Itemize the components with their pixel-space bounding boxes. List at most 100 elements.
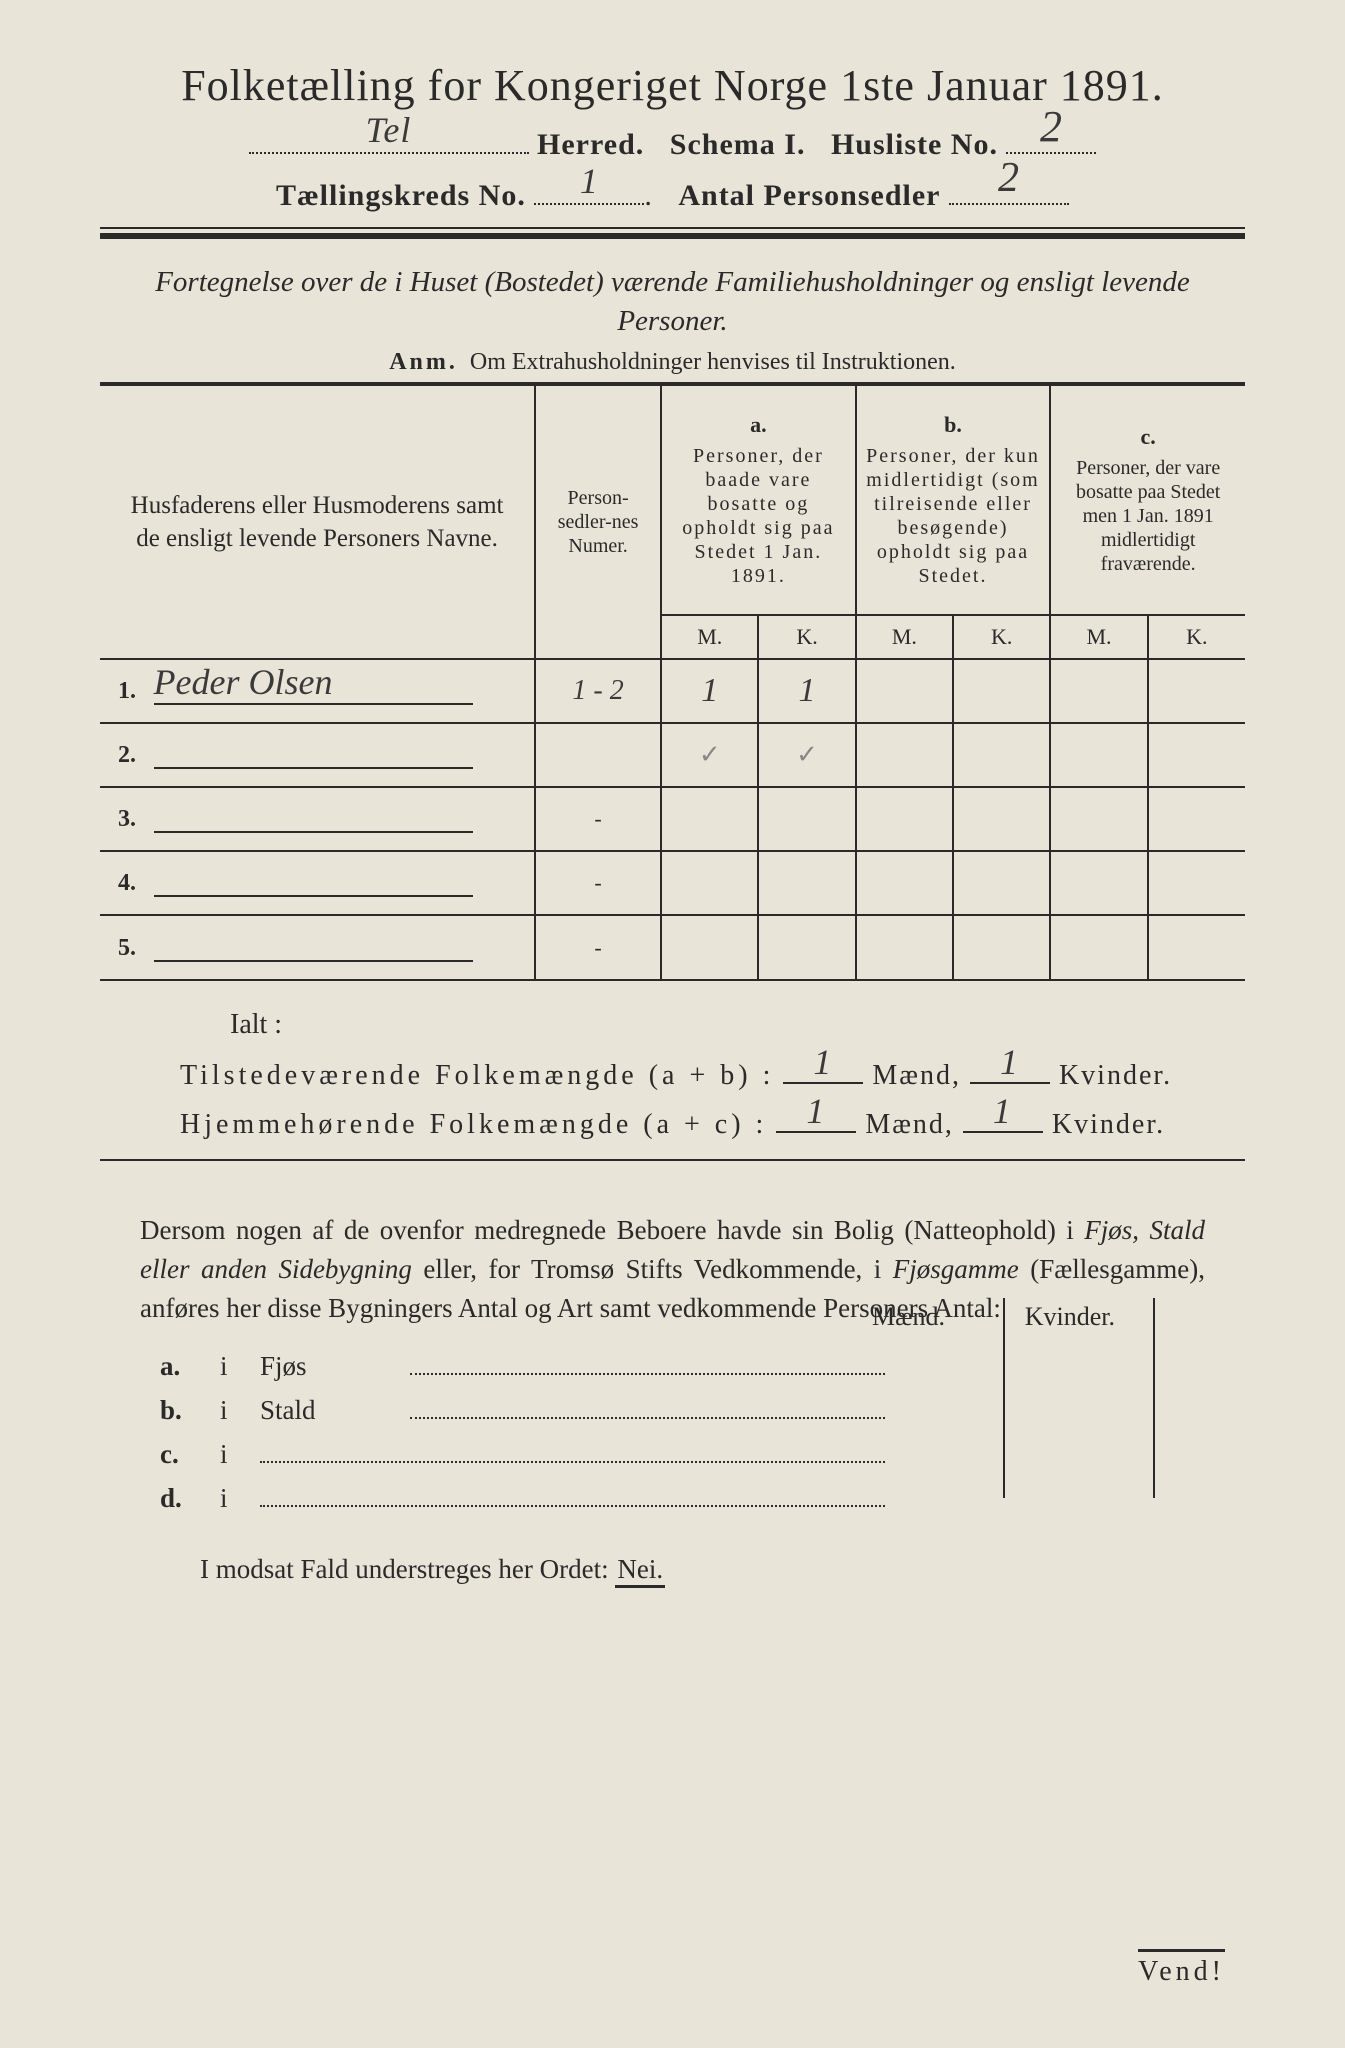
dotted-fill	[260, 1480, 885, 1507]
para-i2: Fjøsgamme	[893, 1254, 1019, 1284]
sum-line-2: Hjemmehørende Folkemængde (a + c) : 1 Mæ…	[180, 1102, 1245, 1141]
cell-am	[661, 851, 758, 915]
nei-line: I modsat Fald understreges her Ordet: Ne…	[200, 1554, 1245, 1588]
cell-ck	[1148, 915, 1245, 979]
cell-bk	[953, 659, 1050, 723]
col-num-text: Person-sedler-nes Numer.	[542, 486, 654, 558]
vline-1	[1003, 1298, 1005, 1498]
herred-value: Tel	[249, 109, 529, 151]
col-c-text: Personer, der vare bosatte paa Stedet me…	[1057, 456, 1239, 576]
sum1-kvinder-v: 1	[970, 1041, 1050, 1083]
cell-ck	[1148, 851, 1245, 915]
sum1-kvinder-l: Kvinder.	[1059, 1060, 1172, 1091]
anm-text: Om Extrahusholdninger henvises til Instr…	[470, 349, 956, 375]
kreds-value: 1	[534, 160, 644, 202]
cell-ck	[1148, 659, 1245, 723]
cell-ak	[758, 787, 855, 851]
name-line	[154, 741, 474, 769]
bldg-kvinder-header: Kvinder.	[1025, 1302, 1115, 1332]
cell-bk	[953, 787, 1050, 851]
name-line	[154, 805, 474, 833]
sum2-kvinder-v: 1	[963, 1090, 1043, 1132]
bldg-i: i	[220, 1395, 260, 1426]
cell-num: -	[535, 851, 661, 915]
col-a-text: Personer, der baade vare bosatte og opho…	[668, 444, 849, 588]
cell-ak	[758, 851, 855, 915]
person-name: Peder Olsen	[154, 661, 333, 703]
name-line: Peder Olsen	[154, 677, 474, 705]
row-number: 4.	[118, 870, 136, 896]
col-b-letter: b.	[863, 412, 1044, 438]
cell-bk	[953, 915, 1050, 979]
bldg-i: i	[220, 1483, 260, 1514]
nei-pre: I modsat Fald understreges her Ordet:	[200, 1554, 615, 1584]
col-a-k: K.	[758, 615, 855, 659]
bldg-row-b: b. i Stald	[160, 1392, 1245, 1426]
table-row: 2. ✓ ✓	[100, 723, 1245, 787]
row-number: 5.	[118, 935, 136, 961]
cell-ak	[758, 915, 855, 979]
para-t2: eller, for Tromsø Stifts Vedkommende, i	[423, 1254, 892, 1284]
col-c-m: M.	[1050, 615, 1147, 659]
cell-ak: ✓	[758, 723, 855, 787]
para-t1: Dersom nogen af de ovenfor medregnede Be…	[140, 1215, 1084, 1245]
husliste-field: 2	[1006, 121, 1096, 154]
col-header-num: Person-sedler-nes Numer.	[535, 385, 661, 659]
anm-line: Anm. Om Extrahusholdninger henvises til …	[100, 349, 1245, 376]
col-b-k: K.	[953, 615, 1050, 659]
anm-label: Anm.	[389, 349, 458, 375]
sum2-kvinder-l: Kvinder.	[1052, 1109, 1165, 1140]
census-table: Husfaderens eller Husmoderens samt de en…	[100, 384, 1245, 979]
bldg-i: i	[220, 1351, 260, 1382]
cell-bk	[953, 723, 1050, 787]
subheading: Fortegnelse over de i Huset (Bostedet) v…	[100, 263, 1245, 341]
dotted-fill	[260, 1436, 885, 1463]
table-row: 1. Peder Olsen 1 - 2 1 1	[100, 659, 1245, 723]
cell-bm	[856, 851, 953, 915]
cell-bm	[856, 723, 953, 787]
kreds-field: 1	[534, 172, 644, 205]
row-number: 3.	[118, 806, 136, 832]
divider	[100, 227, 1245, 229]
herred-field: Tel	[249, 121, 529, 154]
col-header-a: a. Personer, der baade vare bosatte og o…	[661, 385, 856, 615]
divider	[100, 1159, 1245, 1161]
cell-num: -	[535, 915, 661, 979]
bldg-row-c: c. i	[160, 1436, 1245, 1470]
cell-ck	[1148, 787, 1245, 851]
cell-cm	[1050, 723, 1147, 787]
cell-bm	[856, 915, 953, 979]
dotted-fill	[410, 1348, 885, 1375]
sum2-maend-v: 1	[776, 1090, 856, 1132]
col-header-b: b. Personer, der kun midlertidigt (som t…	[856, 385, 1051, 615]
bldg-maend-header: Mænd.	[872, 1302, 945, 1332]
col-header-name: Husfaderens eller Husmoderens samt de en…	[100, 385, 535, 659]
header-line-1: Tel Herred. Schema I. Husliste No. 2	[100, 121, 1245, 162]
vline-2	[1153, 1298, 1155, 1498]
sum1-kvinder-field: 1	[970, 1053, 1050, 1084]
sum2-maend-l: Mænd,	[865, 1109, 954, 1140]
vend-label: Vend!	[1138, 1949, 1225, 1988]
sum1-label: Tilstedeværende Folkemængde (a + b) :	[180, 1060, 774, 1091]
divider	[100, 979, 1245, 981]
bldg-a-label: a.	[160, 1351, 220, 1382]
antal-value: 2	[949, 154, 1069, 202]
col-name-text: Husfaderens eller Husmoderens samt de en…	[131, 492, 504, 553]
schema-label: Schema I.	[670, 128, 806, 161]
bldg-a-name: Fjøs	[260, 1351, 410, 1382]
name-line	[154, 869, 474, 897]
bldg-b-label: b.	[160, 1395, 220, 1426]
sum1-maend-field: 1	[783, 1053, 863, 1084]
cell-ck	[1148, 723, 1245, 787]
cell-bm	[856, 659, 953, 723]
cell-cm	[1050, 915, 1147, 979]
cell-num: 1 - 2	[535, 659, 661, 723]
bldg-row-d: d. i	[160, 1480, 1245, 1514]
bldg-row-a: a. i Fjøs	[160, 1348, 1245, 1382]
row-number: 1.	[118, 678, 136, 704]
col-a-m: M.	[661, 615, 758, 659]
sum2-maend-field: 1	[776, 1102, 856, 1133]
cell-cm	[1050, 787, 1147, 851]
col-b-m: M.	[856, 615, 953, 659]
nei-word: Nei.	[615, 1554, 665, 1588]
